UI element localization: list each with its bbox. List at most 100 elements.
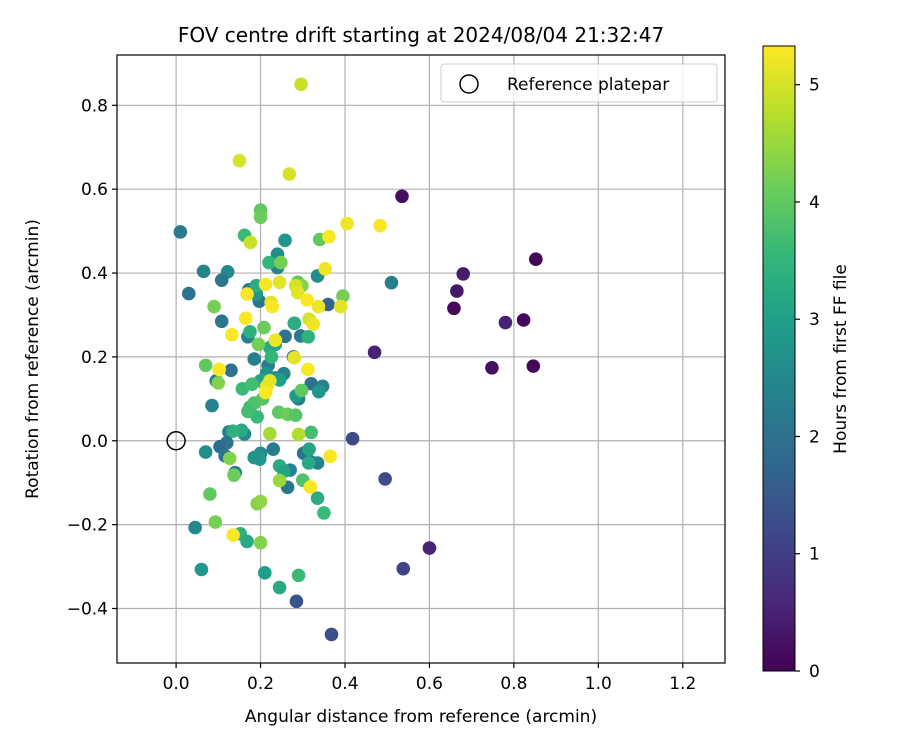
scatter-point xyxy=(265,299,280,314)
scatter-point xyxy=(294,77,308,92)
chart-title: FOV centre drift starting at 2024/08/04 … xyxy=(178,23,664,47)
y-tick-label: 0.4 xyxy=(81,264,108,284)
x-tick-label: 0.2 xyxy=(247,674,274,694)
colorbar-tick-label: 0 xyxy=(809,662,820,682)
scatter-point xyxy=(290,285,305,300)
scatter-point xyxy=(240,534,254,549)
scatter-point xyxy=(240,287,254,301)
scatter-point xyxy=(529,252,543,267)
scatter-point xyxy=(247,352,262,366)
colorbar-tick-label: 4 xyxy=(809,193,820,213)
y-axis-ticks: −0.4 −0.2 0.0 0.2 0.4 0.6 0.8 xyxy=(67,96,117,619)
y-tick-label: 0.2 xyxy=(81,348,108,368)
scatter-point xyxy=(367,345,382,360)
y-tick-label: 0.8 xyxy=(81,96,108,116)
scatter-point xyxy=(336,289,350,303)
scatter-point xyxy=(396,561,411,576)
scatter-point xyxy=(262,255,276,270)
scatter-point xyxy=(266,442,281,456)
colorbar-tick-label: 2 xyxy=(809,427,820,447)
scatter-point xyxy=(324,627,339,642)
x-tick-label: 0.4 xyxy=(331,674,358,694)
x-tick-label: 1.2 xyxy=(669,674,696,694)
scatter-point xyxy=(373,218,387,233)
scatter-point xyxy=(227,468,241,482)
scatter-point xyxy=(257,320,271,335)
colorbar-ticks: 0 1 2 3 4 5 xyxy=(795,76,820,682)
scatter-point xyxy=(226,528,240,542)
scatter-point xyxy=(212,362,226,377)
scatter-point xyxy=(288,408,303,422)
reference-marker-group xyxy=(166,431,186,451)
scatter-point xyxy=(287,316,302,331)
scatter-point xyxy=(198,445,213,459)
scatter-points xyxy=(173,77,543,642)
scatter-point xyxy=(214,314,229,329)
scatter-point xyxy=(205,398,219,413)
scatter-point xyxy=(485,361,499,375)
scatter-point xyxy=(243,324,257,339)
y-axis-label: Rotation from reference (arcmin) xyxy=(23,219,43,499)
scatter-point xyxy=(194,562,209,577)
scatter-point xyxy=(214,273,229,287)
scatter-point xyxy=(268,333,283,347)
scatter-point xyxy=(272,275,287,290)
scatter-point xyxy=(198,358,213,373)
scatter-point xyxy=(253,535,268,550)
scatter-point xyxy=(395,189,409,204)
scatter-point xyxy=(289,594,304,609)
scatter-point xyxy=(450,284,464,298)
legend: Reference platepar xyxy=(440,63,718,103)
scatter-point xyxy=(282,167,297,181)
scatter-point xyxy=(378,472,392,486)
scatter-point xyxy=(226,424,240,438)
scatter-point xyxy=(272,580,287,595)
scatter-point xyxy=(196,264,211,279)
scatter-point xyxy=(323,449,338,464)
scatter-point xyxy=(258,385,273,400)
scatter-point xyxy=(225,327,239,342)
scatter-point xyxy=(526,359,541,373)
scatter-point xyxy=(287,350,302,365)
scatter-point xyxy=(245,377,259,391)
scatter-point xyxy=(222,451,237,466)
scatter-point xyxy=(272,473,287,488)
y-tick-label: 0.6 xyxy=(81,180,108,200)
x-tick-label: 1.0 xyxy=(585,674,612,694)
scatter-point xyxy=(263,374,277,388)
scatter-point xyxy=(345,431,360,446)
scatter-point xyxy=(304,425,319,440)
scatter-point xyxy=(272,373,287,387)
colorbar-tick-label: 1 xyxy=(809,545,820,565)
colorbar-tick-label: 5 xyxy=(809,76,820,96)
scatter-point xyxy=(302,442,316,456)
x-tick-label: 0.8 xyxy=(500,674,527,694)
scatter-point xyxy=(291,427,306,442)
scatter-point xyxy=(422,541,437,555)
scatter-point xyxy=(301,362,315,377)
scatter-point xyxy=(447,301,461,316)
scatter-point xyxy=(247,450,262,465)
scatter-point xyxy=(173,225,188,239)
scatter-point xyxy=(203,487,217,501)
reference-platepar-marker xyxy=(166,431,186,451)
scatter-point xyxy=(317,506,331,520)
x-tick-label: 0.0 xyxy=(163,674,190,694)
y-tick-label: −0.4 xyxy=(67,599,108,619)
scatter-point xyxy=(264,350,279,364)
scatter-point xyxy=(263,426,277,441)
colorbar-label: Hours from first FF file xyxy=(831,264,851,454)
scatter-point xyxy=(340,216,354,231)
x-axis-ticks: 0.0 0.2 0.4 0.6 0.8 1.0 1.2 xyxy=(163,663,696,694)
scatter-point xyxy=(311,299,326,314)
scatter-point xyxy=(318,262,332,276)
scatter-point xyxy=(278,233,292,248)
scatter-point xyxy=(294,383,309,398)
scatter-point xyxy=(253,210,268,225)
y-tick-label: 0.0 xyxy=(81,432,108,452)
scatter-point xyxy=(211,376,226,390)
scatter-point xyxy=(291,568,306,583)
scatter-point xyxy=(301,456,316,470)
scatter-point xyxy=(181,286,196,301)
scatter-point xyxy=(224,363,238,378)
